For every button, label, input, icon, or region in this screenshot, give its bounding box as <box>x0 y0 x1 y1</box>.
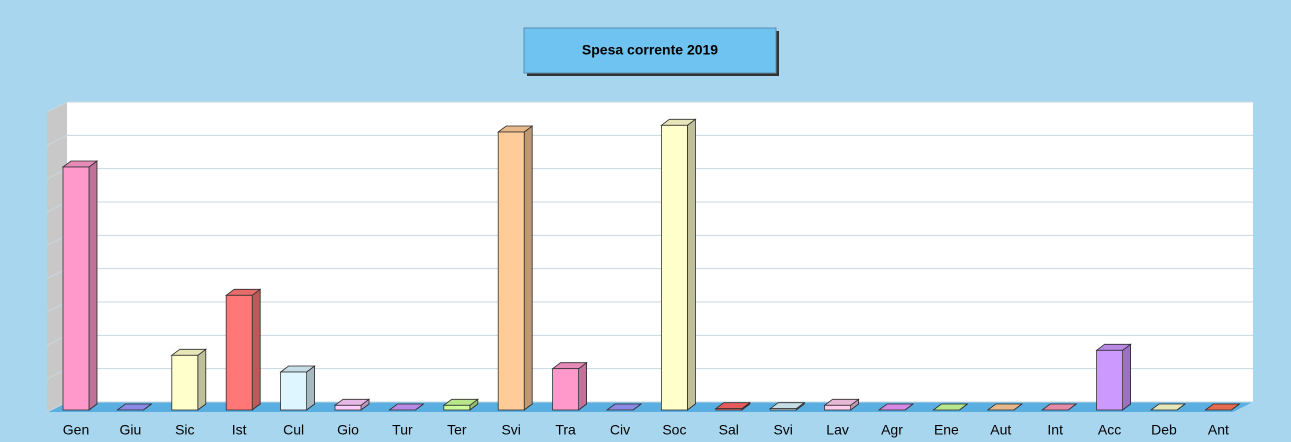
bar-side <box>687 118 696 411</box>
side-wall <box>47 102 67 412</box>
bar <box>1149 403 1187 411</box>
bar <box>224 288 262 411</box>
bar-top <box>1040 403 1078 411</box>
bar-top <box>986 403 1023 411</box>
bar-side <box>197 348 207 411</box>
bar <box>61 160 99 411</box>
bar-front <box>280 371 308 411</box>
x-tick-label: Cul <box>283 422 304 438</box>
bar-front <box>171 354 199 411</box>
bar <box>1040 403 1078 411</box>
x-tick-label: Ter <box>447 422 467 438</box>
bar-front <box>769 408 797 411</box>
bar <box>605 403 643 411</box>
bar-top <box>605 403 643 411</box>
x-tick-label: Svi <box>501 422 520 438</box>
x-tick-label: Agr <box>881 422 903 438</box>
back-wall <box>67 102 1253 402</box>
bar <box>333 398 371 411</box>
bar <box>279 365 316 411</box>
bar <box>877 403 915 411</box>
x-tick-label: Civ <box>610 422 630 438</box>
bar <box>551 361 588 411</box>
bar <box>116 403 153 411</box>
grid-line <box>46 101 1253 113</box>
bar <box>769 401 806 411</box>
bar-side <box>578 361 587 411</box>
bar-front <box>715 408 743 411</box>
bar-front <box>1096 349 1123 411</box>
x-tick-label: Tur <box>392 422 413 438</box>
bar-front <box>225 294 253 411</box>
x-tick-label: Aut <box>990 422 1011 438</box>
bar-side <box>306 365 316 411</box>
bar-top <box>932 403 969 411</box>
bar-front <box>824 404 851 411</box>
bar-side <box>251 288 261 411</box>
bar <box>442 398 479 411</box>
x-tick-label: Giu <box>120 422 142 438</box>
bar-top <box>1204 403 1241 411</box>
title-box <box>523 27 777 74</box>
bar-top <box>116 403 153 411</box>
x-tick-label: Acc <box>1098 422 1121 438</box>
grid-line <box>46 134 1253 146</box>
bar <box>823 398 860 411</box>
bar <box>660 118 697 411</box>
bar <box>1204 403 1241 411</box>
bar-side <box>523 125 533 411</box>
x-tick-label: Gen <box>63 422 89 438</box>
bar-front <box>661 124 688 411</box>
bar <box>497 125 534 411</box>
x-tick-label: Ant <box>1208 422 1229 438</box>
bar-front <box>443 404 471 411</box>
x-tick-label: Ene <box>934 422 959 438</box>
bar <box>1095 343 1132 411</box>
bar-front <box>62 166 90 411</box>
bar-front <box>552 368 579 411</box>
x-tick-label: Sic <box>175 422 194 438</box>
bar-front <box>334 404 362 411</box>
x-tick-label: Svi <box>773 422 792 438</box>
bar <box>170 348 208 411</box>
x-tick-label: Lav <box>826 422 849 438</box>
x-tick-label: Deb <box>1151 422 1177 438</box>
x-tick-label: Int <box>1047 422 1063 438</box>
x-tick-label: Ist <box>232 422 247 438</box>
bar <box>932 403 969 411</box>
bar-front <box>497 131 525 411</box>
x-tick-label: Soc <box>662 422 686 438</box>
bar-side <box>1122 343 1131 411</box>
bar <box>986 403 1023 411</box>
bar <box>714 401 751 411</box>
x-tick-label: Gio <box>337 422 359 438</box>
bar-side <box>88 160 98 411</box>
bars <box>61 118 1241 411</box>
bar-top <box>388 403 425 411</box>
x-tick-label: Tra <box>555 422 576 438</box>
x-tick-label: Sal <box>719 422 739 438</box>
bar-top <box>1149 403 1187 411</box>
bar-top <box>877 403 915 411</box>
bar <box>388 403 425 411</box>
chart-title: Spesa corrente 2019 <box>582 42 718 58</box>
